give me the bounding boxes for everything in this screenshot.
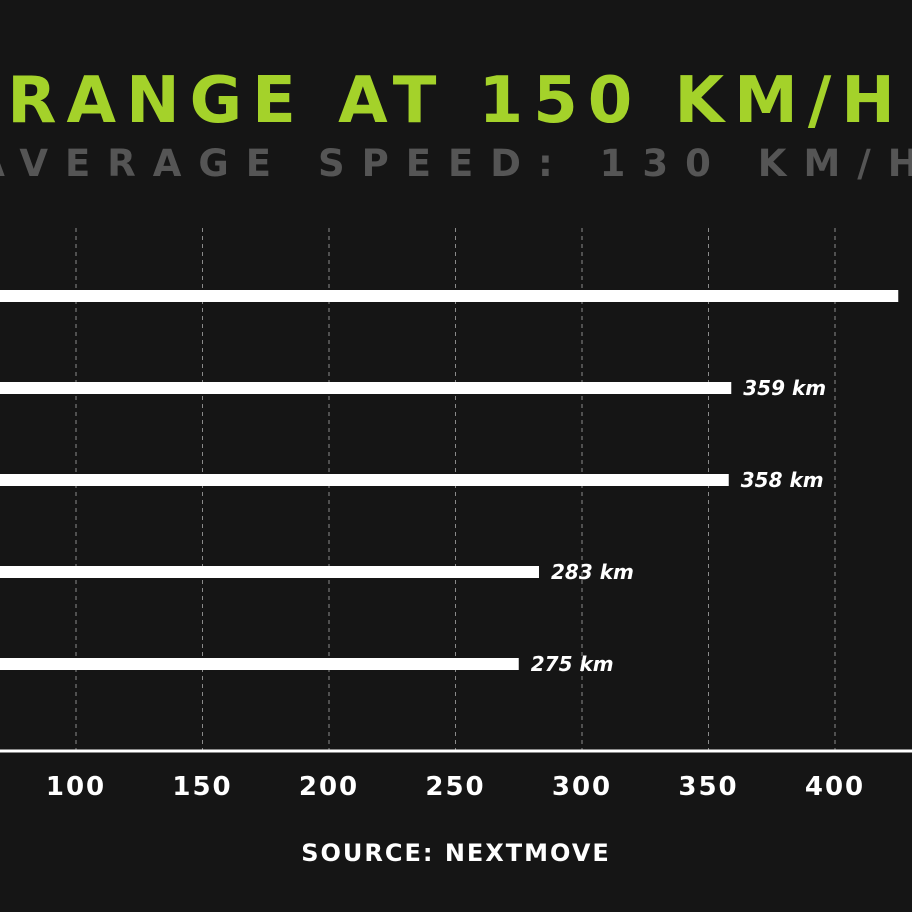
x-tick-label: 250 bbox=[425, 772, 485, 802]
grid-layer bbox=[75, 228, 836, 751]
bar-3 bbox=[0, 566, 539, 578]
x-tick-label: 100 bbox=[46, 772, 106, 802]
source-note: SOURCE: NEXTMOVE bbox=[301, 839, 611, 867]
x-tick-label: 300 bbox=[552, 772, 612, 802]
bar-value-label: 275 km bbox=[531, 652, 614, 676]
x-axis-ticks: 100 150 200 250 300 350 400 bbox=[46, 772, 865, 802]
x-tick-label: 400 bbox=[805, 772, 865, 802]
bar-2 bbox=[0, 474, 729, 486]
bar-4 bbox=[0, 658, 519, 670]
bar-layer: 359 km 358 km 283 km 275 km bbox=[0, 290, 899, 676]
chart-subtitle: AVERAGE SPEED: 130 KM/H bbox=[0, 142, 912, 185]
x-tick-label: 350 bbox=[678, 772, 738, 802]
x-tick-label: 150 bbox=[172, 772, 232, 802]
bar-value-label: 358 km bbox=[741, 468, 824, 492]
bar-0 bbox=[0, 290, 899, 302]
bar-value-label: 283 km bbox=[551, 560, 634, 584]
bar-1 bbox=[0, 382, 732, 394]
chart-title: RANGE AT 150 KM/H bbox=[7, 64, 905, 138]
x-tick-label: 200 bbox=[299, 772, 359, 802]
bar-value-label: 359 km bbox=[743, 376, 826, 400]
